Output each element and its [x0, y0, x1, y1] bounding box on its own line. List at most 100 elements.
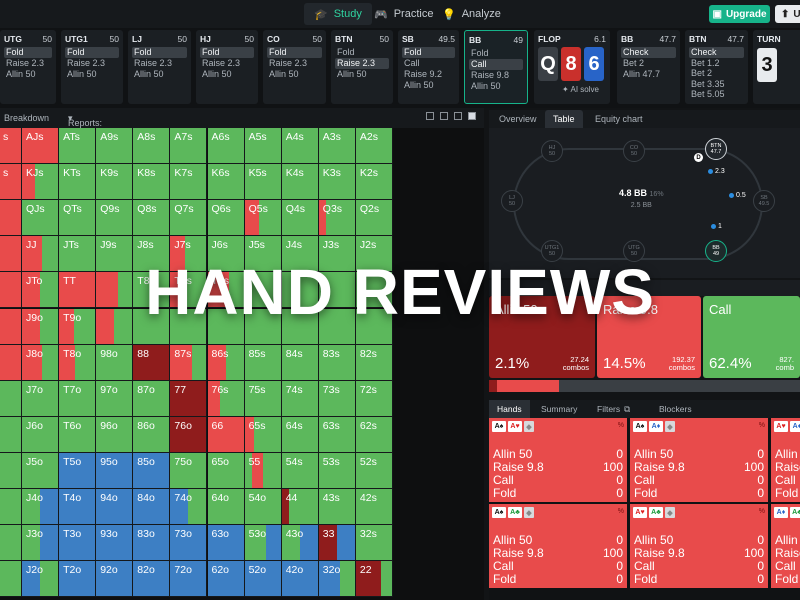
range-cell[interactable]: 75o [170, 452, 208, 489]
range-cell[interactable] [281, 272, 319, 309]
range-cell[interactable]: QJs [22, 200, 60, 237]
range-cell[interactable] [0, 344, 22, 381]
range-cell[interactable]: 54s [281, 452, 319, 489]
range-cell[interactable]: 88 [133, 344, 171, 381]
range-cell[interactable]: K4s [281, 164, 319, 201]
range-cell[interactable]: A3s [318, 128, 356, 165]
range-cell[interactable]: 64o [207, 489, 245, 526]
action-option[interactable]: Bet 3.35 [691, 78, 725, 89]
range-cell[interactable]: 43o [281, 525, 319, 562]
board-card[interactable]: 6 [584, 47, 604, 81]
tab-summary[interactable]: Summary [541, 404, 578, 414]
range-cell[interactable]: 84s [281, 344, 319, 381]
range-cell[interactable]: 64s [281, 416, 319, 453]
seat-co[interactable]: CO 50 [623, 140, 645, 162]
range-cell[interactable]: QTs [59, 200, 97, 237]
action-option[interactable]: Fold [132, 47, 187, 58]
range-cell[interactable]: T5o [59, 452, 97, 489]
range-cell[interactable]: 87s [170, 344, 208, 381]
range-cell[interactable]: 44 [281, 489, 319, 526]
range-cell[interactable]: J2s [355, 236, 393, 273]
range-cell[interactable]: J3o [22, 525, 60, 562]
range-cell[interactable]: 72o [170, 561, 208, 598]
tab-practice[interactable]: 🎮 Practice [364, 3, 443, 25]
range-cell[interactable]: K5s [244, 164, 282, 201]
postflop-btn[interactable]: BTN 47.7 Check Bet 1.2 Bet 2 Bet 3.35 Bet 5.05 [685, 30, 748, 104]
action-option[interactable]: Allin 50 [134, 69, 164, 79]
range-cell[interactable]: 92o [96, 561, 134, 598]
range-cell[interactable]: Q2s [355, 200, 393, 237]
range-cell[interactable] [96, 272, 134, 309]
action-option[interactable]: Fold [402, 47, 455, 58]
range-cell[interactable]: A5s [244, 128, 282, 165]
view-grid-icon[interactable] [454, 112, 462, 120]
range-cell[interactable]: T8o [59, 344, 97, 381]
action-option[interactable]: Raise 2.3 [134, 58, 173, 68]
action-option[interactable]: Check [621, 47, 676, 58]
action-option[interactable]: Fold [471, 48, 489, 58]
action-option[interactable]: Raise 2.3 [67, 58, 106, 68]
seat-utg[interactable]: UTG 50 [623, 240, 645, 262]
range-cell[interactable]: Q5s [244, 200, 282, 237]
action-option[interactable]: Raise 2.3 [6, 58, 45, 68]
range-cell[interactable] [0, 308, 22, 345]
range-cell[interactable]: A2s [355, 128, 393, 165]
range-cell[interactable]: 54o [244, 489, 282, 526]
range-cell[interactable] [244, 308, 282, 345]
board-card[interactable]: 8 [561, 47, 581, 81]
action-option[interactable]: Raise 2.3 [335, 58, 389, 69]
board-card[interactable]: Q [538, 47, 558, 81]
position-lj[interactable]: LJ 50 Fold Raise 2.3 Allin 50 [128, 30, 191, 104]
range-cell[interactable]: J2o [22, 561, 60, 598]
action-option[interactable]: Raise 2.3 [269, 58, 308, 68]
range-cell[interactable]: 76o [170, 416, 208, 453]
tab-overview[interactable]: Overview [499, 114, 537, 124]
action-option[interactable]: Check [689, 47, 744, 58]
position-bb[interactable]: BB 49 Fold Call Raise 9.8 Allin 50 [464, 30, 528, 104]
tab-equity-chart[interactable]: Equity chart [595, 114, 643, 124]
range-cell[interactable]: 42o [281, 561, 319, 598]
range-cell[interactable]: 62s [355, 416, 393, 453]
range-cell[interactable] [281, 308, 319, 345]
range-cell[interactable]: 65o [207, 452, 245, 489]
range-cell[interactable]: 63s [318, 416, 356, 453]
range-cell[interactable]: Q8s [133, 200, 171, 237]
range-cell[interactable] [0, 561, 22, 598]
action-option[interactable]: Allin 50 [404, 80, 434, 90]
action-option[interactable]: Allin 50 [202, 69, 232, 79]
range-cell[interactable]: 82s [355, 344, 393, 381]
action-option[interactable]: Allin 47.7 [623, 69, 661, 79]
range-cell[interactable]: KJs [22, 164, 60, 201]
action-option[interactable]: Call [469, 59, 523, 70]
range-cell[interactable]: 83o [133, 525, 171, 562]
range-cell[interactable]: J8s [133, 236, 171, 273]
range-cell[interactable]: T8s [133, 272, 171, 309]
range-cell[interactable]: 32o [318, 561, 356, 598]
range-cell[interactable]: 97o [96, 380, 134, 417]
range-cell[interactable]: Q7s [170, 200, 208, 237]
range-cell[interactable]: Q3s [318, 200, 356, 237]
range-cell[interactable]: JTo [22, 272, 60, 309]
range-cell[interactable]: 94o [96, 489, 134, 526]
range-cell[interactable]: A4s [281, 128, 319, 165]
range-cell[interactable]: ATs [59, 128, 97, 165]
range-cell[interactable]: Q9s [96, 200, 134, 237]
action-option[interactable]: Bet 1.2 [691, 57, 720, 68]
action-option[interactable]: Fold [267, 47, 322, 58]
position-btn[interactable]: BTN 50 Fold Raise 2.3 Allin 50 [331, 30, 393, 104]
range-cell[interactable]: 52s [355, 452, 393, 489]
view-full-icon[interactable] [468, 112, 476, 120]
range-cell[interactable] [207, 308, 245, 345]
hand-combo-card[interactable]: A ♠ A ♦ ◆% Allin 50 0 Raise 9.8 100 Call 0 Fold 0 [630, 418, 768, 502]
summary-raise[interactable]: Raise 9.8 14.5% 192.37 combos [597, 296, 701, 378]
range-cell[interactable]: J4s [281, 236, 319, 273]
range-cell[interactable]: 53o [244, 525, 282, 562]
action-option[interactable]: Call [404, 58, 420, 68]
range-cell[interactable]: 98o [96, 344, 134, 381]
range-cell[interactable]: 73s [318, 380, 356, 417]
range-cell[interactable]: T7o [59, 380, 97, 417]
hand-combo-card[interactable]: A♦A♣◆%Allin 50Raise 9.8CallFold [771, 504, 800, 588]
action-option[interactable]: Allin 50 [67, 69, 97, 79]
range-cell[interactable]: J9s [96, 236, 134, 273]
upgrade-button[interactable]: ▣ Upgrade [709, 5, 770, 23]
